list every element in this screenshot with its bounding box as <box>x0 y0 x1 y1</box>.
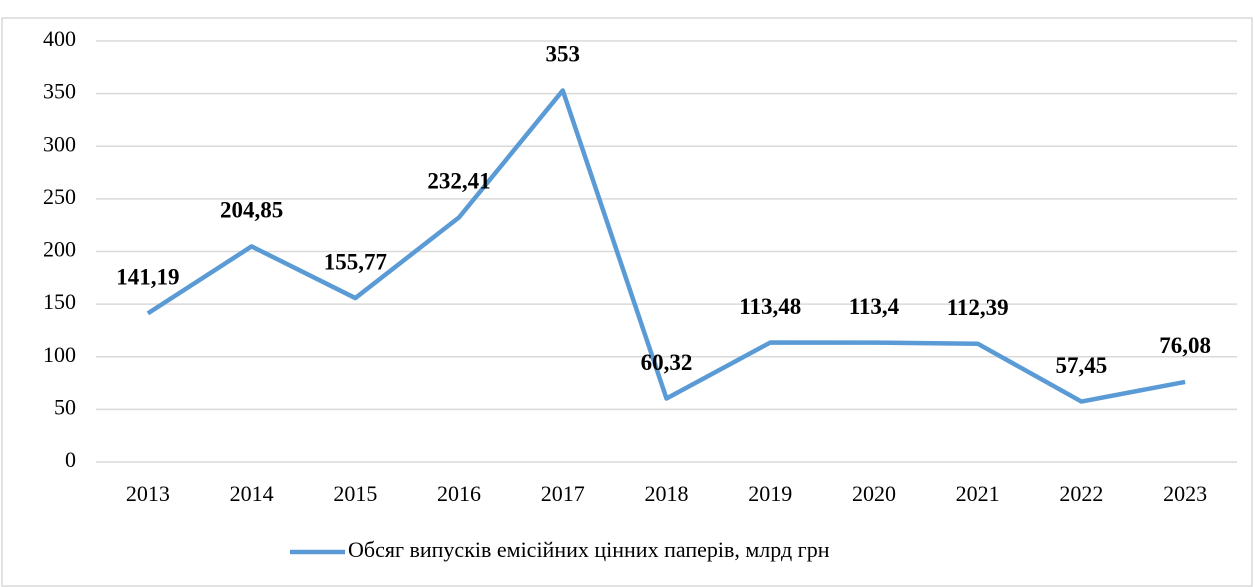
data-label: 57,45 <box>1056 353 1108 378</box>
x-tick-label: 2022 <box>1059 481 1103 506</box>
series-line <box>146 88 1186 404</box>
data-label: 76,08 <box>1159 333 1211 358</box>
y-tick-label: 350 <box>43 79 76 104</box>
y-tick-label: 0 <box>65 447 76 472</box>
data-label: 112,39 <box>947 295 1009 320</box>
data-label: 113,4 <box>849 294 900 319</box>
y-tick-label: 100 <box>43 342 76 367</box>
y-tick-label: 200 <box>43 237 76 262</box>
x-tick-label: 2015 <box>333 481 377 506</box>
legend-label: Обсяг випусків емісійних цінних паперів,… <box>348 537 830 562</box>
data-label: 113,48 <box>739 294 801 319</box>
x-tick-label: 2016 <box>437 481 481 506</box>
x-tick-label: 2019 <box>748 481 792 506</box>
x-tick-label: 2013 <box>126 481 170 506</box>
x-tick-label: 2014 <box>230 481 274 506</box>
x-tick-label: 2018 <box>645 481 689 506</box>
y-tick-label: 150 <box>43 289 76 314</box>
y-tick-label: 250 <box>43 184 76 209</box>
x-tick-label: 2017 <box>541 481 585 506</box>
data-label: 155,77 <box>324 249 387 274</box>
data-label: 353 <box>546 42 581 67</box>
data-label: 204,85 <box>220 198 283 223</box>
data-label: 141,19 <box>116 265 179 290</box>
y-tick-label: 50 <box>54 394 76 419</box>
data-label: 232,41 <box>427 169 490 194</box>
y-tick-label: 400 <box>43 26 76 51</box>
data-label: 60,32 <box>641 350 693 375</box>
x-tick-label: 2021 <box>956 481 1000 506</box>
chart-border <box>1 17 1253 587</box>
y-tick-label: 300 <box>43 131 76 156</box>
x-tick-label: 2023 <box>1163 481 1207 506</box>
x-tick-label: 2020 <box>852 481 896 506</box>
